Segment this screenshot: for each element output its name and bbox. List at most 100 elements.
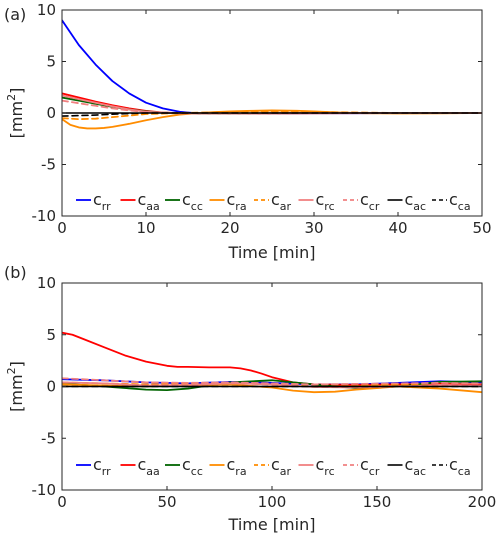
y-axis-label-sup: 2 — [5, 94, 18, 101]
legend-item-ar: car — [254, 190, 292, 213]
y-axis-label: [mm2] — [5, 88, 26, 139]
x-axis-label: Time [min] — [228, 243, 316, 262]
legend: crr caa ccc cra car crc ccr cac cca — [76, 190, 471, 213]
legend-label-sub: ra — [235, 465, 246, 478]
legend-item-ra: cra — [209, 190, 247, 213]
y-tick-label: -5 — [41, 429, 56, 447]
legend: crr caa ccc cra car crc ccr cac cca — [76, 455, 471, 478]
legend-item-aa: caa — [120, 455, 160, 478]
legend-item-ca: cca — [432, 455, 471, 478]
legend-label-sub: rr — [102, 200, 111, 213]
legend-label: cac — [405, 190, 427, 213]
series-lines — [62, 331, 482, 394]
legend-label-sub: ac — [413, 465, 426, 478]
legend-label-main: c — [271, 190, 280, 209]
legend-label: crc — [316, 190, 335, 213]
legend-label: caa — [138, 455, 160, 478]
legend-label-main: c — [227, 455, 236, 474]
legend-item-ac: cac — [387, 190, 427, 213]
legend-label-sub: cc — [191, 465, 203, 478]
legend-item-rr: crr — [76, 455, 111, 478]
legend-item-ar: car — [254, 455, 292, 478]
y-tick-label: -10 — [32, 207, 57, 225]
legend-item-cc: ccc — [165, 190, 203, 213]
legend-item-rc: crc — [298, 455, 335, 478]
legend-label-main: c — [316, 455, 325, 474]
y-axis-label-base: [mm — [7, 374, 26, 411]
y-tick-label: 10 — [37, 1, 56, 19]
legend-item-rc: crc — [298, 190, 335, 213]
legend-label: cca — [449, 455, 471, 478]
legend-label-main: c — [360, 190, 369, 209]
y-tick-label: 5 — [46, 53, 56, 71]
legend-label-sub: rc — [324, 465, 334, 478]
y-axis-label-base: [mm — [7, 101, 26, 138]
legend-label-main: c — [93, 455, 102, 474]
legend-item-cr: ccr — [343, 455, 380, 478]
legend-label-sub: aa — [146, 200, 159, 213]
y-axis-label-close: ] — [7, 88, 26, 94]
x-axis-label: Time [min] — [228, 515, 316, 534]
legend-label: car — [271, 190, 292, 213]
legend-label: ccr — [360, 190, 380, 213]
legend-label-sub: ra — [235, 200, 246, 213]
panel-label: (a) — [4, 5, 26, 24]
legend-label-main: c — [182, 455, 191, 474]
legend-label-sub: cc — [191, 200, 203, 213]
legend-label-sub: ar — [280, 200, 292, 213]
x-tick-label: 0 — [57, 219, 67, 237]
legend-item-aa: caa — [120, 190, 160, 213]
legend-label-main: c — [182, 190, 191, 209]
y-axis-label: [mm2] — [5, 361, 26, 412]
legend-label-main: c — [93, 190, 102, 209]
legend-label-main: c — [138, 190, 147, 209]
x-tick-label: 200 — [468, 493, 497, 511]
panel-label: (b) — [4, 263, 27, 282]
legend-label-main: c — [138, 455, 147, 474]
legend-label-main: c — [316, 190, 325, 209]
series-line-rr — [62, 19, 482, 115]
x-tick-label: 10 — [136, 219, 155, 237]
legend-item-ra: cra — [209, 455, 247, 478]
series-line-aa — [62, 331, 482, 386]
legend-item-cc: ccc — [165, 455, 203, 478]
legend-label-sub: aa — [146, 465, 159, 478]
legend-label: crr — [93, 190, 111, 213]
legend-label: caa — [138, 190, 160, 213]
y-tick-label: 5 — [46, 326, 56, 344]
legend-label: cra — [227, 190, 247, 213]
legend-label-sub: ar — [280, 465, 292, 478]
legend-item-cr: ccr — [343, 190, 380, 213]
legend-label-main: c — [449, 455, 458, 474]
x-tick-label: 0 — [57, 493, 67, 511]
legend-label-main: c — [405, 190, 414, 209]
x-tick-label: 50 — [157, 493, 176, 511]
x-tick-label: 150 — [363, 493, 392, 511]
legend-label-sub: ca — [458, 465, 471, 478]
legend-label-sub: cr — [369, 465, 380, 478]
x-tick-label: 30 — [304, 219, 323, 237]
x-tick-label: 40 — [388, 219, 407, 237]
legend-label: car — [271, 455, 292, 478]
y-tick-label: 10 — [37, 274, 56, 292]
x-tick-label: 20 — [220, 219, 239, 237]
y-axis-label-sup: 2 — [5, 367, 18, 374]
legend-label-sub: ca — [458, 200, 471, 213]
legend-label: crc — [316, 455, 335, 478]
series-line-cr — [62, 377, 482, 386]
legend-label: crr — [93, 455, 111, 478]
legend-label-main: c — [449, 190, 458, 209]
x-tick-label: 50 — [472, 219, 491, 237]
series-lines — [62, 19, 482, 130]
legend-item-ca: cca — [432, 190, 471, 213]
y-tick-label: -5 — [41, 156, 56, 174]
legend-label-sub: cr — [369, 200, 380, 213]
legend-label: ccc — [182, 455, 203, 478]
legend-label: cca — [449, 190, 471, 213]
legend-label-main: c — [405, 455, 414, 474]
panel-b: (b) 0 50 100 150 200 -10 -5 0 5 10 Time [min] [mm2] c… — [4, 263, 496, 534]
legend-label-main: c — [271, 455, 280, 474]
y-tick-label: -10 — [32, 481, 57, 499]
